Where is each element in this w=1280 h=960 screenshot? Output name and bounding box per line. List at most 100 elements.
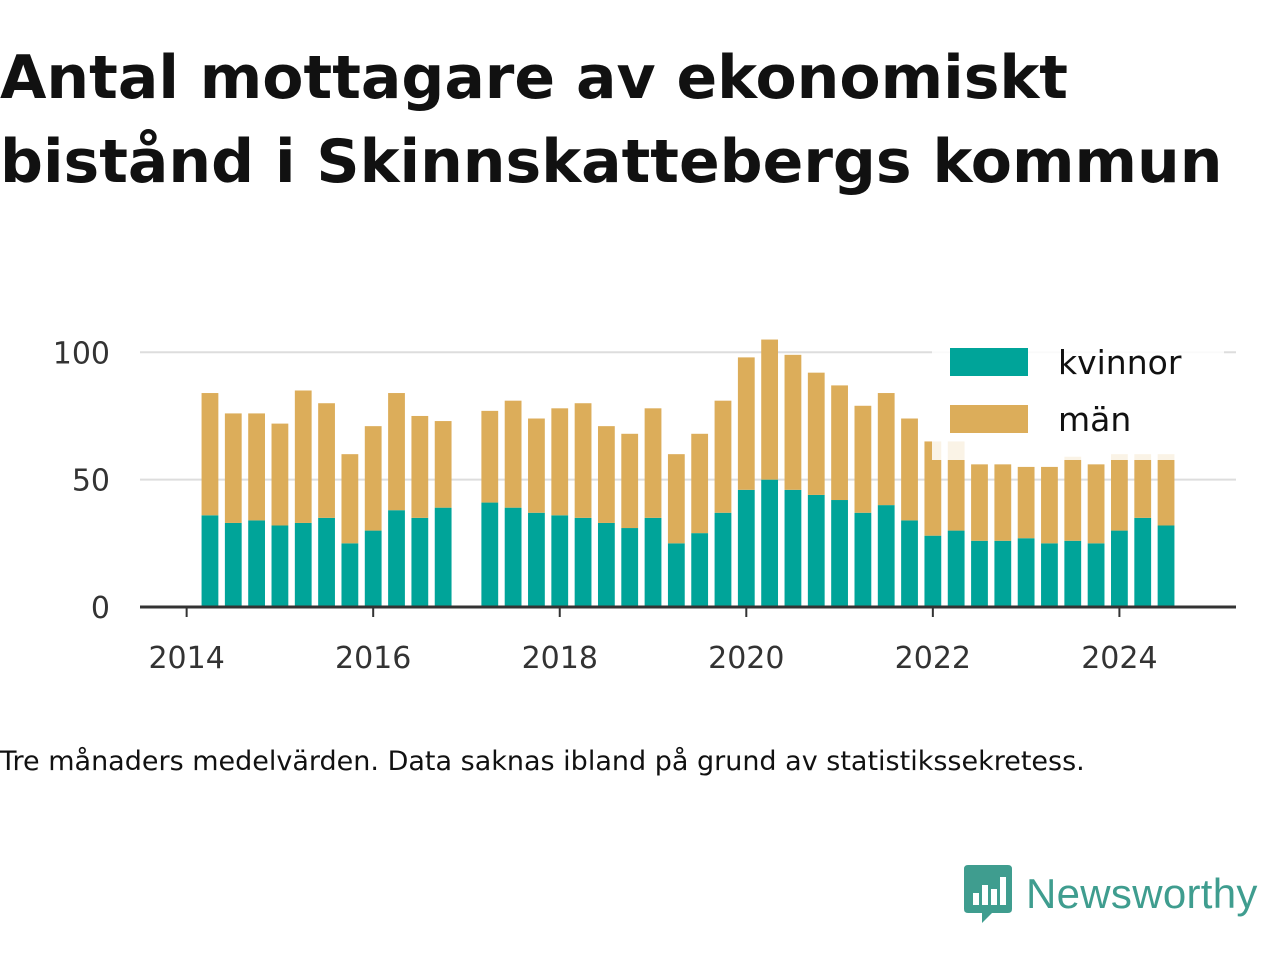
bar-kvinnor-35 <box>1041 543 1058 607</box>
bar-man-27 <box>854 405 872 513</box>
bar-man-39 <box>1134 454 1152 518</box>
legend-label-kvinnor: kvinnor <box>1058 343 1182 382</box>
bar-kvinnor-13 <box>528 512 545 607</box>
bar-kvinnor-17 <box>621 528 639 607</box>
legend-swatch-kvinnor <box>950 348 1028 376</box>
bar-man-16 <box>597 426 615 523</box>
bar-man-13 <box>528 418 545 513</box>
bar-kvinnor-19 <box>667 543 685 607</box>
legend-label-man: män <box>1058 400 1131 439</box>
bar-kvinnor-14 <box>551 515 569 607</box>
bar-kvinnor-7 <box>364 530 382 607</box>
legend: kvinnor män <box>932 336 1224 460</box>
bar-man-6 <box>341 454 359 544</box>
y-tick-label: 100 <box>53 336 110 371</box>
bar-man-3 <box>271 423 289 526</box>
bar-man-34 <box>1017 466 1035 539</box>
x-tick-label: 2018 <box>522 641 598 676</box>
bar-man-33 <box>994 464 1012 541</box>
x-tick-label: 2024 <box>1081 641 1157 676</box>
bar-man-21 <box>714 400 732 513</box>
bar-kvinnor-15 <box>574 517 592 607</box>
newsworthy-logo-icon <box>964 865 1012 923</box>
bar-kvinnor-26 <box>831 500 848 607</box>
bar-kvinnor-23 <box>761 479 779 607</box>
bar-kvinnor-31 <box>947 530 965 607</box>
bar-man-4 <box>294 390 312 523</box>
brand-name: Newsworthy <box>1026 870 1258 917</box>
bar-man-14 <box>551 408 569 516</box>
bar-man-1 <box>224 413 242 523</box>
bar-kvinnor-25 <box>807 494 825 607</box>
bar-man-22 <box>737 357 755 490</box>
bar-man-7 <box>364 426 382 531</box>
bar-kvinnor-11 <box>481 502 499 607</box>
bar-kvinnor-37 <box>1087 543 1105 607</box>
bar-kvinnor-40 <box>1157 525 1175 607</box>
bar-kvinnor-33 <box>994 540 1012 607</box>
bar-kvinnor-10 <box>434 507 452 607</box>
bar-kvinnor-3 <box>271 525 289 607</box>
bar-man-18 <box>644 408 662 518</box>
bar-man-10 <box>434 421 452 508</box>
bar-kvinnor-12 <box>504 507 522 607</box>
bar-man-5 <box>318 403 335 518</box>
bar-kvinnor-5 <box>318 517 335 607</box>
bar-man-36 <box>1064 456 1082 541</box>
bar-kvinnor-2 <box>248 520 265 607</box>
bar-man-24 <box>784 354 802 490</box>
bar-man-32 <box>971 464 988 541</box>
bar-kvinnor-0 <box>201 515 219 607</box>
bar-kvinnor-24 <box>784 489 802 607</box>
bar-man-37 <box>1087 464 1105 544</box>
bar-kvinnor-29 <box>901 520 918 607</box>
bar-kvinnor-30 <box>924 535 942 607</box>
bar-layer <box>201 339 1175 607</box>
bar-man-38 <box>1111 454 1128 531</box>
bar-kvinnor-9 <box>411 517 429 607</box>
bar-kvinnor-27 <box>854 512 872 607</box>
bar-kvinnor-39 <box>1134 517 1152 607</box>
bar-man-31 <box>947 441 965 531</box>
bar-kvinnor-18 <box>644 517 662 607</box>
bar-kvinnor-28 <box>877 505 895 607</box>
x-tick-label: 2016 <box>335 641 411 676</box>
x-tick-label: 2020 <box>708 641 784 676</box>
bar-kvinnor-32 <box>971 540 988 607</box>
axis-layer: 0 50 100 2014 2016 2018 2020 2022 2024 <box>53 336 1236 676</box>
bar-kvinnor-21 <box>714 512 732 607</box>
chart-caption: Tre månaders medelvärden. Data saknas ib… <box>0 746 1085 777</box>
bar-man-19 <box>667 454 685 544</box>
brand-logo: Newsworthy <box>962 862 1258 926</box>
x-tick-label: 2014 <box>148 641 224 676</box>
bar-man-20 <box>691 433 709 534</box>
bar-kvinnor-1 <box>224 522 242 607</box>
bar-man-29 <box>901 418 918 521</box>
bar-kvinnor-6 <box>341 543 359 607</box>
bar-man-12 <box>504 400 522 508</box>
bar-man-35 <box>1041 466 1058 544</box>
bar-man-28 <box>877 393 895 506</box>
bar-man-11 <box>481 410 499 503</box>
y-tick-label: 50 <box>72 464 110 499</box>
bar-kvinnor-8 <box>388 510 405 607</box>
bar-man-9 <box>411 415 429 518</box>
bar-chart: 0 50 100 2014 2016 2018 2020 2022 2024 kvinnor mä… <box>53 336 1236 676</box>
bar-man-25 <box>807 372 825 495</box>
legend-swatch-man <box>950 405 1028 433</box>
bar-kvinnor-22 <box>737 489 755 607</box>
bar-man-30 <box>924 441 942 536</box>
bar-kvinnor-36 <box>1064 540 1082 607</box>
bar-man-2 <box>248 413 265 521</box>
bar-kvinnor-4 <box>294 522 312 607</box>
bar-man-40 <box>1157 454 1175 526</box>
bar-man-0 <box>201 393 219 516</box>
bar-kvinnor-20 <box>691 533 709 607</box>
bar-man-8 <box>388 393 405 511</box>
y-tick-label: 0 <box>91 591 110 626</box>
bar-man-17 <box>621 433 639 529</box>
bar-kvinnor-38 <box>1111 530 1128 607</box>
bar-man-26 <box>831 385 848 501</box>
chart-title: Antal mottagare av ekonomiskt bistånd i … <box>0 43 1223 197</box>
bar-kvinnor-34 <box>1017 538 1035 607</box>
